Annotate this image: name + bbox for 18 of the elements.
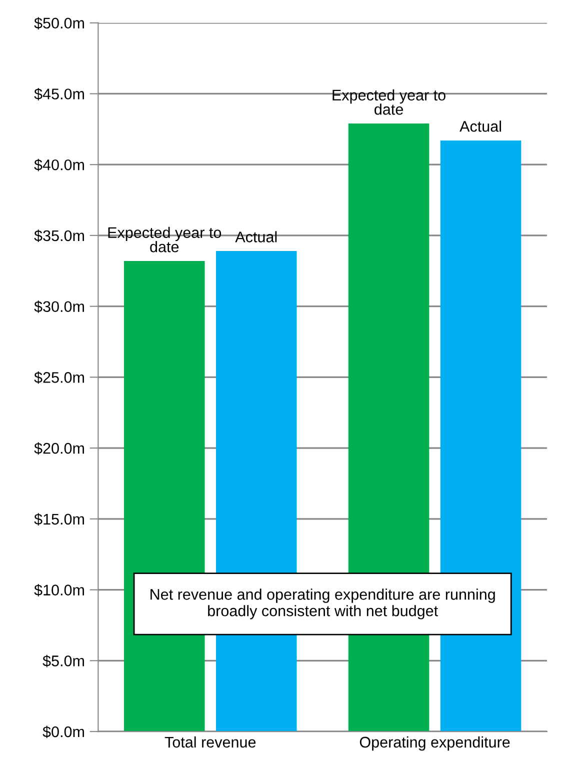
y-tick-label: $40.0m: [34, 158, 84, 172]
annotation: Net revenue and operating expenditure are running broadly consistent with net budget: [150, 588, 495, 620]
y-tick-label: $25.0m: [34, 371, 84, 384]
y-tick-label: $50.0m: [34, 17, 84, 30]
series-label: Actual: [235, 231, 277, 242]
x-tick-label: Operating expenditure: [360, 736, 510, 751]
y-tick-label: $30.0m: [34, 300, 84, 313]
y-tick-label: $45.0m: [34, 88, 84, 100]
y-tick-label: $20.0m: [34, 442, 84, 455]
y-tick-label: $5.0m: [42, 654, 84, 668]
y-tick-label: $35.0m: [34, 230, 84, 242]
series-label: Expected year to date: [108, 226, 222, 252]
y-tick-label: $0.0m: [42, 726, 84, 738]
text: Expected year to date: [332, 89, 446, 115]
x-tick-label: Total revenue: [164, 736, 256, 748]
y-tick-label: $15.0m: [34, 513, 84, 526]
text: Actual: [460, 120, 501, 132]
y-tick-label: $10.0m: [34, 584, 84, 596]
